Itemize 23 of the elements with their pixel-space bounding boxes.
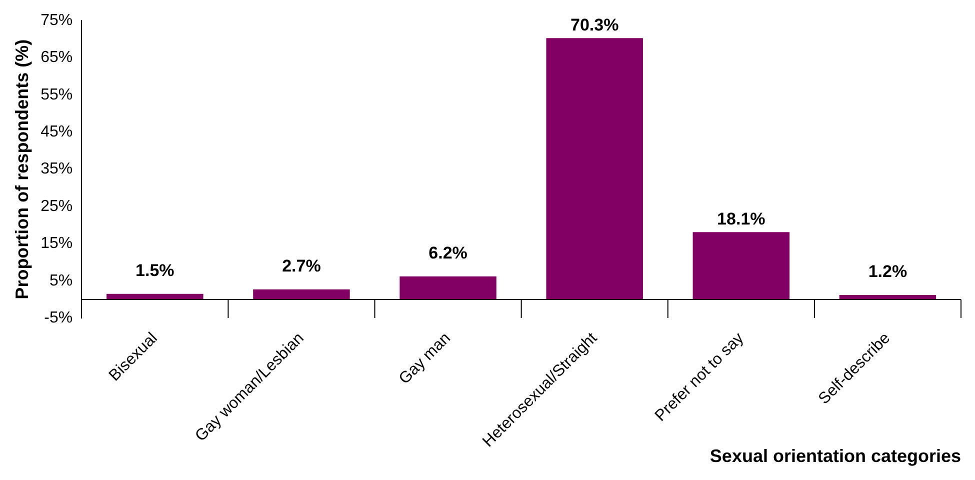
- y-tick-label: 45%: [40, 124, 73, 141]
- y-axis-title: Proportion of respondents (%): [12, 39, 32, 300]
- data-label: 2.7%: [282, 256, 321, 276]
- y-tick-label: 75%: [40, 12, 73, 30]
- bar: [253, 289, 350, 300]
- y-tick-label: 15%: [40, 235, 73, 252]
- data-label: 1.2%: [868, 262, 908, 282]
- data-label: 1.5%: [136, 261, 174, 280]
- x-tick-label: Gay man: [396, 330, 454, 388]
- y-tick-label: 35%: [40, 160, 73, 178]
- y-tick-label: 5%: [50, 272, 73, 290]
- data-label: 6.2%: [428, 244, 468, 263]
- bar: [546, 38, 643, 300]
- data-label: 70.3%: [570, 15, 619, 34]
- x-axis-title: Sexual orientation categories: [710, 446, 961, 466]
- data-label: 18.1%: [717, 209, 766, 228]
- y-tick-label: 25%: [40, 198, 73, 215]
- y-tick-label: -5%: [44, 309, 73, 326]
- y-tick-label: 55%: [40, 86, 73, 104]
- bar: [400, 276, 496, 300]
- y-tick-label: 65%: [40, 49, 73, 66]
- bar: [106, 294, 204, 300]
- bar: [692, 232, 790, 300]
